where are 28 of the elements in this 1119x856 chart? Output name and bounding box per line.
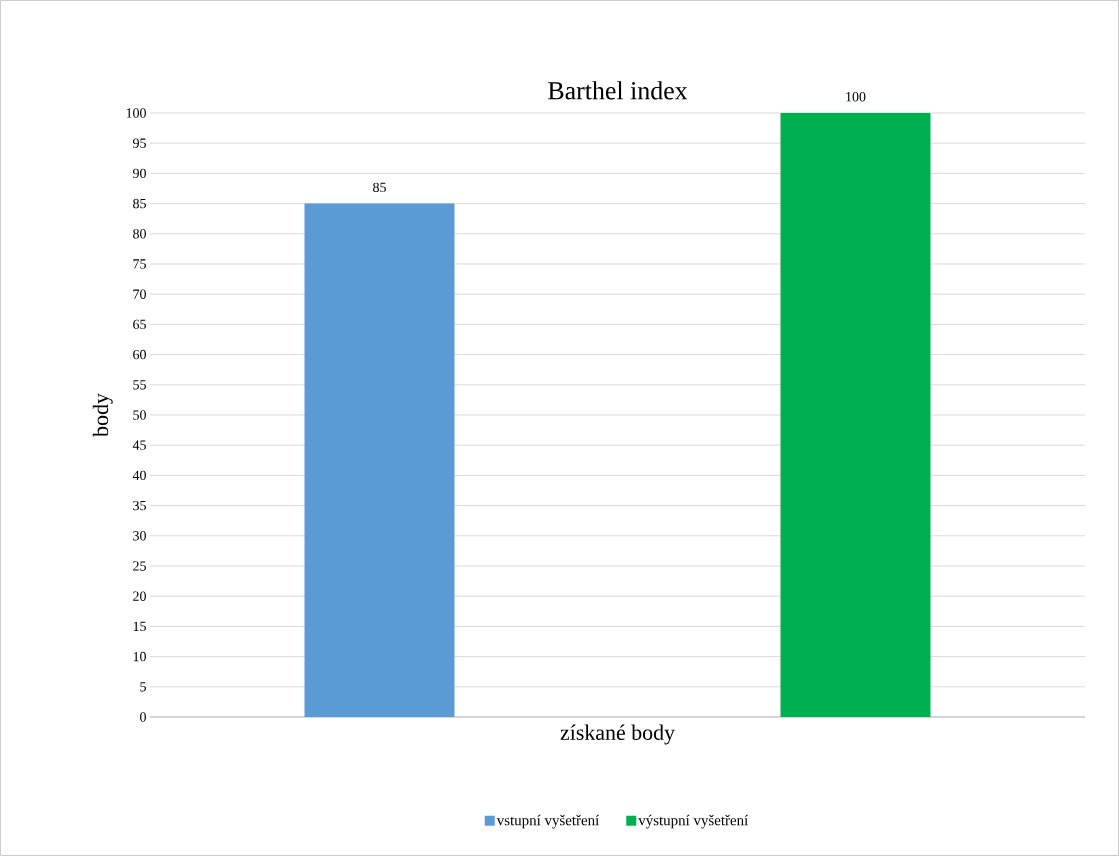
y-tick-label: 55	[133, 380, 146, 390]
y-tick-label: 10	[133, 651, 146, 662]
y-tick-label: 95	[132, 138, 146, 148]
y-axis-title: body	[92, 393, 113, 437]
chart-title: Barthel index	[548, 81, 688, 100]
y-tick-label: 20	[133, 591, 146, 601]
legend-label: výstupní vyšetření	[638, 814, 749, 829]
y-tick-label: 75	[133, 259, 146, 269]
y-tick-label: 60	[133, 349, 146, 360]
y-tick-label: 50	[133, 410, 146, 420]
data-label: 85	[373, 182, 386, 193]
y-tick-label: 70	[133, 289, 146, 299]
y-tick-label: 100	[126, 108, 146, 118]
y-tick-label: 35	[133, 500, 146, 511]
y-tick-label: 5	[140, 682, 146, 692]
y-tick-label: 65	[133, 319, 146, 330]
y-tick-label: 80	[133, 229, 146, 239]
y-tick-label: 0	[140, 712, 146, 722]
x-axis-title: získané body	[560, 724, 675, 745]
y-tick-label: 40	[132, 470, 146, 481]
y-tick-label: 25	[133, 561, 146, 571]
y-tick-label: 85	[133, 198, 146, 209]
legend-label: vstupní vyšetření	[496, 814, 600, 829]
y-tick-label: 90	[132, 168, 146, 179]
y-tick-label: 15	[133, 621, 146, 632]
data-label: 100	[846, 92, 866, 102]
y-tick-label: 30	[133, 531, 146, 541]
y-tick-label: 45	[132, 440, 146, 450]
